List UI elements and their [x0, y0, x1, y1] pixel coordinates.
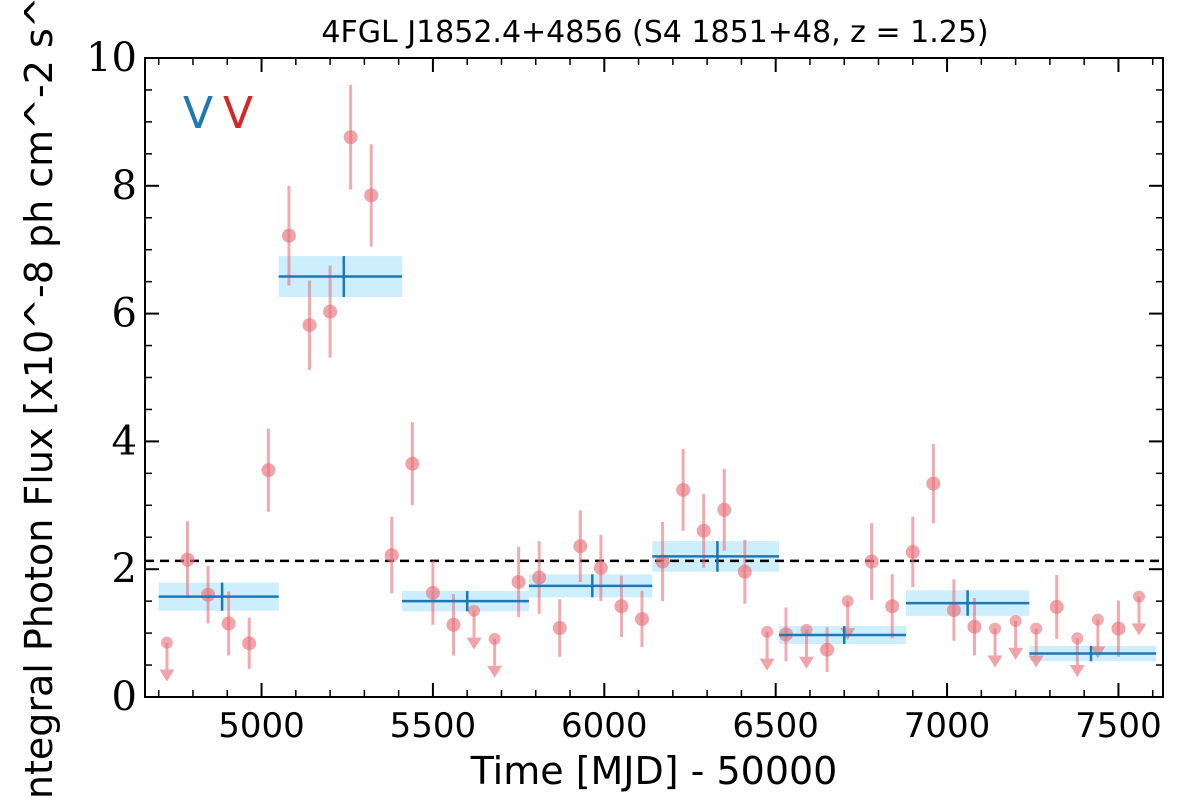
data-point-20 — [635, 612, 650, 627]
data-point-3 — [242, 636, 257, 651]
x-tick-label-3: 6500 — [732, 706, 819, 746]
data-point-35 — [1111, 621, 1126, 636]
data-point-2 — [221, 616, 236, 631]
y-tick-label-5: 10 — [86, 35, 137, 81]
data-point-15 — [532, 570, 547, 585]
upper-limit-arrow-4 — [799, 656, 815, 669]
data-point-30 — [905, 544, 920, 559]
upper-limit-cap-9 — [1071, 632, 1084, 645]
upper-limit-cap-1 — [468, 604, 481, 617]
upper-limit-arrow-8 — [1028, 655, 1044, 668]
marker-label-0: V — [183, 88, 213, 139]
data-point-16 — [552, 620, 567, 635]
upper-limit-cap-5 — [841, 595, 854, 608]
data-point-8 — [343, 130, 358, 145]
upper-limit-arrow-1 — [466, 637, 482, 650]
data-point-24 — [717, 502, 732, 517]
upper-limit-arrow-7 — [1008, 647, 1024, 660]
data-point-32 — [946, 603, 961, 618]
chart-title: 4FGL J1852.4+4856 (S4 1851+48, z = 1.25) — [321, 15, 988, 50]
data-point-10 — [384, 548, 399, 563]
upper-limit-cap-2 — [488, 632, 501, 645]
upper-limit-cap-6 — [989, 622, 1002, 635]
upper-limit-arrow-0 — [159, 669, 175, 682]
data-point-31 — [926, 476, 941, 491]
data-point-5 — [281, 228, 296, 243]
data-point-21 — [655, 554, 670, 569]
data-point-11 — [405, 456, 420, 471]
x-axis-label: Time [MJD] - 50000 — [470, 749, 838, 793]
x-tick-label-4: 7000 — [904, 706, 991, 746]
data-point-25 — [737, 564, 752, 579]
upper-limit-arrow-6 — [987, 655, 1003, 668]
upper-limit-cap-7 — [1009, 614, 1022, 627]
data-point-29 — [885, 599, 900, 614]
y-axis-label: Integral Photon Flux [x10^-8 ph cm^-2 s^… — [17, 0, 61, 800]
data-point-14 — [511, 574, 526, 589]
upper-limit-cap-10 — [1091, 613, 1104, 626]
y-tick-label-1: 2 — [112, 546, 137, 592]
upper-limit-cap-11 — [1133, 590, 1146, 603]
axes: 5000 5500 6000 6500 7000 7500 0 2 4 6 8 10 — [86, 35, 1164, 746]
upper-limit-cap-4 — [800, 623, 813, 636]
x-tick-label-1: 5500 — [390, 706, 477, 746]
data-point-23 — [696, 523, 711, 538]
upper-limit-cap-3 — [761, 625, 774, 638]
x-tick-label-2: 6000 — [561, 706, 648, 746]
plot-area — [145, 84, 1163, 682]
data-point-18 — [593, 560, 608, 575]
data-point-12 — [425, 585, 440, 600]
data-point-27 — [820, 642, 835, 657]
data-point-9 — [364, 188, 379, 203]
upper-limit-arrow-9 — [1069, 665, 1085, 678]
upper-limit-cap-8 — [1030, 622, 1043, 635]
marker-label-1: V — [223, 88, 253, 139]
data-point-4 — [261, 463, 276, 478]
y-tick-label-2: 4 — [112, 418, 137, 464]
x-tick-label-0: 5000 — [218, 706, 305, 746]
upper-limit-arrow-3 — [759, 658, 775, 671]
data-point-22 — [676, 482, 691, 497]
upper-limit-arrow-2 — [487, 665, 503, 678]
upper-limit-arrow-11 — [1131, 623, 1147, 636]
data-point-17 — [573, 539, 588, 554]
data-point-7 — [323, 304, 338, 319]
y-tick-label-4: 8 — [112, 163, 137, 209]
data-point-19 — [614, 599, 629, 614]
y-tick-label-3: 6 — [112, 291, 137, 337]
upper-limit-cap-0 — [160, 636, 173, 649]
data-point-6 — [302, 318, 317, 333]
data-point-0 — [180, 552, 195, 567]
data-point-33 — [967, 619, 982, 634]
y-tick-label-0: 0 — [112, 674, 137, 720]
data-point-1 — [201, 587, 216, 602]
x-tick-label-5: 7500 — [1075, 706, 1162, 746]
data-point-28 — [864, 554, 879, 569]
data-point-13 — [446, 617, 461, 632]
data-point-34 — [1049, 599, 1064, 614]
